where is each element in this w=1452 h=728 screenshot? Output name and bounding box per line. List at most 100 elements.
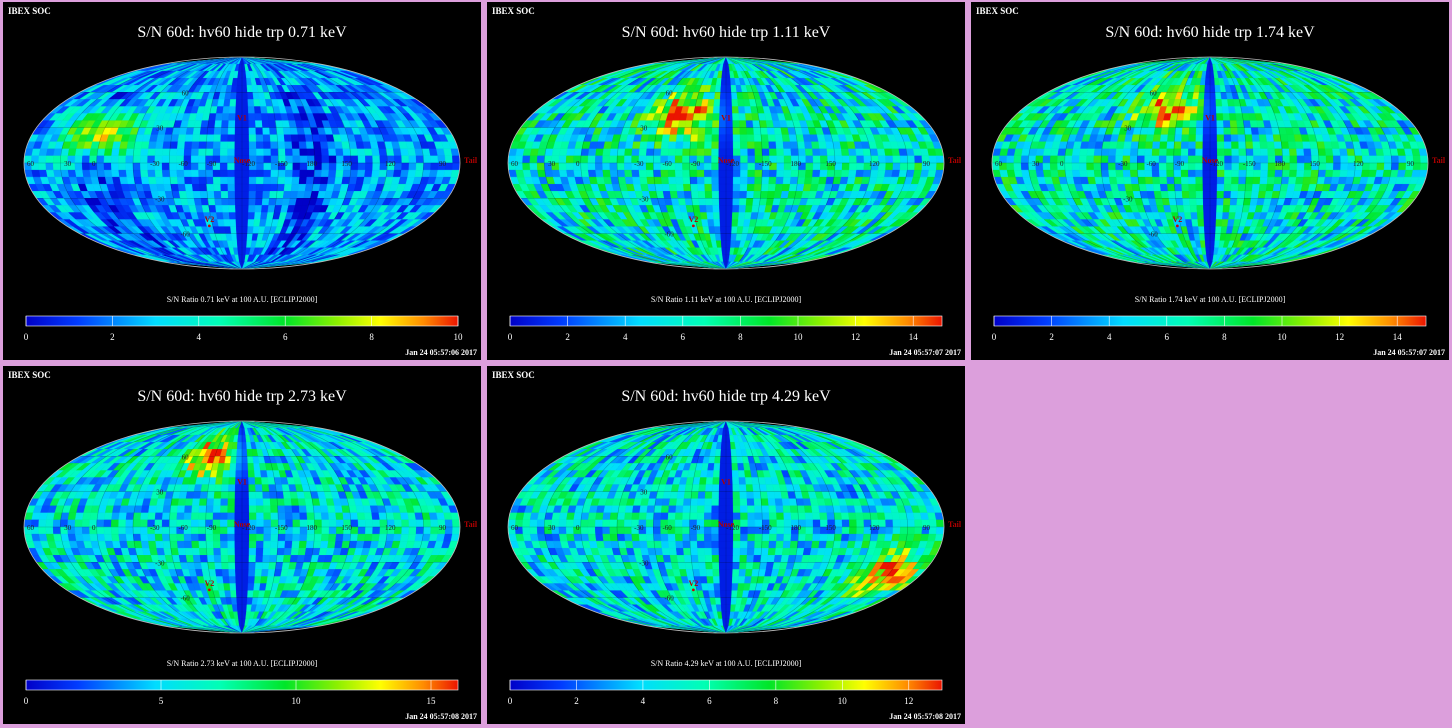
heatmap-cell [214, 120, 223, 128]
heatmap-cell [1137, 148, 1146, 157]
heatmap-cell [275, 120, 284, 128]
heatmap-cell [689, 169, 698, 178]
heatmap-cell [291, 141, 300, 150]
heatmap-cell [247, 99, 255, 107]
heatmap-cell [529, 162, 538, 171]
heatmap-cell [248, 141, 257, 150]
heatmap-cell [1086, 169, 1096, 178]
heatmap-cell [690, 191, 699, 199]
heatmap-cell [276, 134, 285, 143]
heatmap-cell [178, 191, 188, 199]
heatmap-cell [1244, 127, 1253, 135]
heatmap-cell [38, 162, 47, 171]
heatmap-cell [689, 148, 698, 157]
heatmap-cell [1325, 155, 1334, 164]
heatmap-cell [1216, 148, 1225, 157]
heatmap-cell [760, 134, 769, 143]
heatmap-cell [566, 148, 576, 157]
heatmap-cell [1152, 183, 1162, 192]
heatmap-cell [796, 176, 806, 185]
heatmap-cell [662, 127, 672, 135]
heatmap-cell [241, 106, 249, 114]
heatmap-cell [669, 191, 679, 199]
heatmap-cell [714, 233, 722, 241]
heatmap-cell [1216, 127, 1225, 135]
longitude-label: 60 [511, 160, 518, 168]
heatmap-cell [356, 169, 366, 178]
heatmap-cell [178, 127, 188, 135]
heatmap-cell [849, 162, 858, 171]
heatmap-cell [247, 219, 255, 227]
heatmap-cell [768, 148, 778, 157]
heatmap-cell [1289, 155, 1298, 164]
heatmap-cell [248, 134, 257, 143]
heatmap-cell [1173, 176, 1182, 185]
heatmap-cell [224, 92, 232, 100]
heatmap-cell [711, 127, 720, 135]
heatmap-cell [876, 148, 886, 157]
heatmap-cell [713, 219, 721, 227]
heatmap-cell [1245, 176, 1254, 185]
heatmap-cell [1243, 198, 1252, 206]
heatmap-cell [1245, 141, 1254, 150]
heatmap-cell [1187, 162, 1196, 171]
graticule [508, 57, 944, 269]
heatmap-cell [256, 148, 265, 157]
heatmap-cell [169, 169, 178, 178]
heatmap-cell [262, 183, 271, 192]
colorbar-tick-label: 0 [508, 332, 513, 342]
heatmap-cell [701, 99, 709, 107]
heatmap-cell [1129, 155, 1138, 164]
heatmap-cell [1237, 183, 1246, 192]
heatmap-cell [1266, 176, 1276, 185]
heatmap-cell [738, 113, 747, 121]
heatmap-cell [335, 169, 344, 178]
heatmap-cell [754, 176, 763, 185]
heatmap-cell [385, 169, 395, 178]
heatmap-cell [193, 198, 203, 206]
heatmap-cell [1376, 155, 1385, 164]
heatmap-cell [1174, 183, 1183, 192]
heatmap-cell [719, 212, 727, 220]
heatmap-cell [740, 148, 749, 157]
heatmap-cell [262, 134, 271, 143]
heatmap-cell [624, 141, 634, 150]
heatmap-cell [248, 198, 256, 206]
heatmap-cell [1146, 191, 1156, 199]
heatmap-cell [407, 169, 417, 178]
heatmap-cell [74, 148, 84, 157]
heatmap-cell [234, 127, 243, 135]
heatmap-cell [262, 191, 271, 199]
heatmap-cell [1202, 169, 1211, 178]
heatmap-cell [169, 176, 179, 185]
heatmap-cell [740, 155, 748, 164]
heatmap-cell [1391, 155, 1400, 164]
heatmap-cell [522, 155, 531, 164]
skymap-panel-1: IBEX SOC S/N 60d: hv60 hide trp 1.11 keV 6… [487, 2, 965, 360]
heatmap-cell [714, 85, 722, 93]
heatmap-cell [1173, 169, 1182, 178]
heatmap-cell [219, 169, 228, 178]
heatmap-cell [1108, 155, 1116, 164]
heatmap-cell [312, 176, 322, 185]
heatmap-cell [140, 162, 148, 171]
heatmap-cell [713, 99, 721, 107]
heatmap-cell [227, 176, 236, 185]
heatmap-cell [759, 198, 768, 206]
heatmap-cell [1184, 106, 1192, 114]
heatmap-cell [1353, 169, 1363, 178]
heatmap-cell [103, 169, 113, 178]
heatmap-cell [277, 141, 286, 150]
heatmap-cell [1222, 205, 1231, 213]
heatmap-cell [1360, 148, 1370, 157]
heatmap-cell [689, 176, 698, 185]
heatmap-cell [1303, 169, 1312, 178]
heatmap-cell [1042, 155, 1051, 164]
heatmap-cell [1195, 141, 1204, 150]
colorbar-tick-label: 2 [565, 332, 570, 342]
heatmap-cell [869, 169, 879, 178]
heatmap-cell [255, 176, 264, 185]
heatmap-cell [255, 183, 264, 192]
longitude-label: -90 [207, 160, 217, 168]
heatmap-cell [241, 141, 250, 150]
